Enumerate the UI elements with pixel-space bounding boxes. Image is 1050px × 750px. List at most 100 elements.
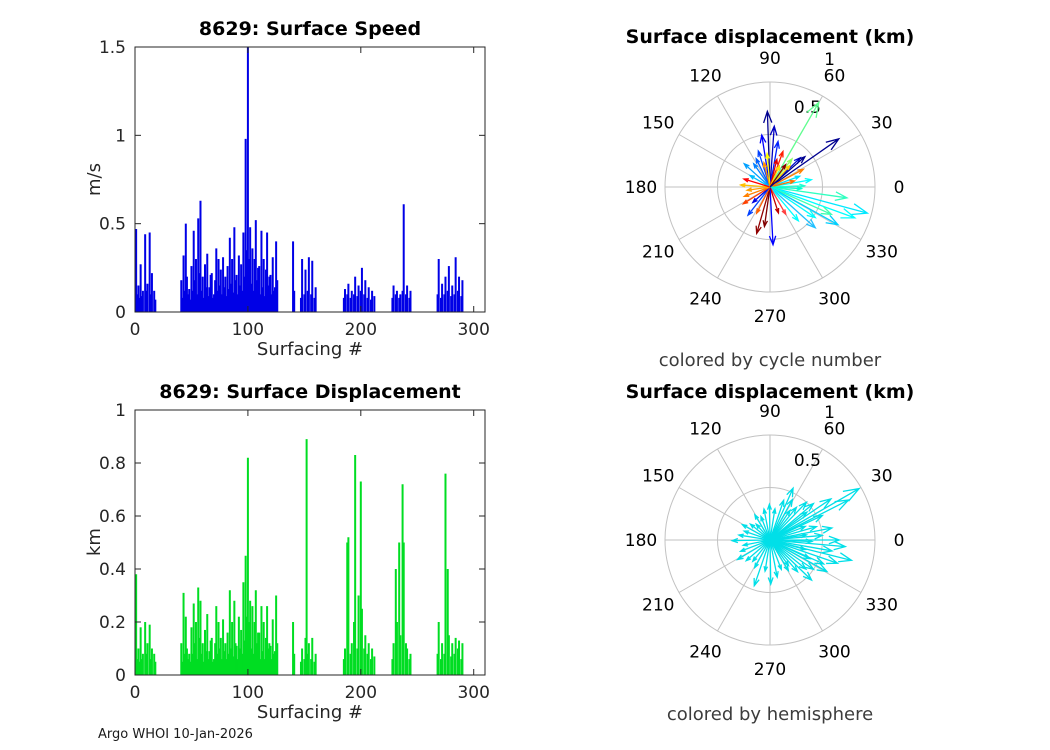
angle-tick-label: 90 xyxy=(759,402,781,422)
displacement-arrow xyxy=(755,186,771,236)
displacement-arrow xyxy=(769,164,781,188)
figure-footer: Argo WHOI 10-Jan-2026 xyxy=(98,727,253,742)
displacement-arrow xyxy=(741,539,771,547)
displacement-arrow xyxy=(741,186,771,205)
y-tick-label: 0.2 xyxy=(99,613,126,633)
displacement-arrow xyxy=(751,186,771,204)
displacement-arrow xyxy=(735,539,771,561)
angle-tick-label: 240 xyxy=(689,290,721,310)
displacement-arrow xyxy=(769,539,840,565)
displacement-arrow xyxy=(738,539,771,552)
angle-tick-label: 210 xyxy=(642,596,674,616)
displacement-arrow xyxy=(769,539,779,579)
displacement-arrow xyxy=(738,182,771,188)
displacement-arrow xyxy=(746,186,771,217)
angle-tick-label: 120 xyxy=(689,66,721,86)
displacement-arrow xyxy=(751,539,771,563)
displacement-arrow xyxy=(768,186,777,247)
r-tick-label: 0.5 xyxy=(794,451,821,471)
displacement-arrow xyxy=(769,186,849,202)
displacement-arrow xyxy=(753,513,771,541)
angle-tick-label: 270 xyxy=(754,660,786,680)
displacement-arrow xyxy=(769,179,797,188)
displacement-arrow xyxy=(769,168,806,188)
displacement-arrow xyxy=(769,539,834,554)
axes-box xyxy=(134,46,486,313)
displacement-arrow xyxy=(769,157,779,188)
r-tick-label: 0.5 xyxy=(794,98,821,118)
x-tick-label: 0 xyxy=(130,320,141,340)
displacement-arrow xyxy=(769,186,800,223)
polar-cycle-plot: 0 30 60 90 120 150 180 210 240 270 300 330 0.5 1 xyxy=(625,49,905,327)
polar-hemisphere-title: Surface displacement (km) xyxy=(625,381,915,403)
displacement-arrow xyxy=(762,507,771,541)
displacement-arrow xyxy=(769,514,825,541)
polar-hemisphere-plot: 0 30 60 90 120 150 180 210 240 270 300 330 0.5 1 xyxy=(625,402,905,680)
displacement-arrow xyxy=(769,186,840,226)
displacement-arrow xyxy=(760,514,771,541)
displacement-arrow xyxy=(753,539,771,588)
angle-tick-label: 180 xyxy=(625,531,657,551)
displacement-arrow xyxy=(763,109,773,188)
angle-tick-label: 300 xyxy=(818,643,850,663)
displacement-arrow xyxy=(769,155,807,188)
angle-tick-label: 180 xyxy=(625,178,657,198)
displacement-arrow xyxy=(752,162,771,188)
angle-gridline xyxy=(717,95,771,188)
angle-tick-label: 30 xyxy=(871,467,893,487)
displacement-arrow xyxy=(769,186,857,219)
displacement-arrow xyxy=(742,178,771,188)
displacement-arrow xyxy=(769,539,829,573)
polar-hemisphere-caption: colored by hemisphere xyxy=(666,704,874,725)
displacement-arrow xyxy=(769,511,809,541)
displacement-arrow xyxy=(769,137,841,188)
displacement-arrow xyxy=(762,160,771,188)
surface-displacement-xlabel: Surfacing # xyxy=(256,702,364,723)
angle-tick-label: 150 xyxy=(642,467,674,487)
surface-speed-xlabel: Surfacing # xyxy=(256,339,364,360)
displacement-arrow xyxy=(769,186,804,191)
displacement-arrow xyxy=(769,186,817,219)
angle-tick-label: 210 xyxy=(642,243,674,263)
displacement-arrow xyxy=(742,162,771,188)
displacement-arrow xyxy=(769,539,813,582)
displacement-arrow xyxy=(769,186,787,216)
displacement-arrow xyxy=(769,486,794,541)
displacement-arrow xyxy=(769,186,834,216)
displacement-arrow xyxy=(769,500,808,541)
y-tick-label: 0 xyxy=(115,666,126,686)
r-tick-label: 1 xyxy=(824,50,835,70)
y-tick-label: 1 xyxy=(115,126,126,146)
angle-tick-label: 240 xyxy=(689,643,721,663)
displacement-arrow xyxy=(769,539,812,560)
displacement-arrow xyxy=(769,539,808,551)
surface-displacement-title: 8629: Surface Displacement xyxy=(159,381,461,403)
displacement-arrow xyxy=(740,523,771,541)
displacement-arrow xyxy=(769,539,808,571)
surface-speed-plot: 0 100 200 300 0 0.5 1 1.5 xyxy=(99,38,490,340)
y-tick-label: 1 xyxy=(115,401,126,421)
displacement-arrow xyxy=(769,186,780,215)
surface-displacement-plot: 0 100 200 300 0 0.2 0.4 0.6 0.8 1 xyxy=(99,401,490,703)
angle-tick-label: 150 xyxy=(642,114,674,134)
displacement-arrow xyxy=(769,539,782,572)
displacement-arrow xyxy=(769,539,816,571)
displacement-arrow xyxy=(748,522,771,541)
displacement-arrow xyxy=(744,539,771,562)
displacement-arrow xyxy=(769,487,861,541)
polar-cycle-caption: colored by cycle number xyxy=(658,350,882,371)
displacement-arrow xyxy=(765,151,771,188)
displacement-arrow xyxy=(769,163,787,188)
y-tick-label: 0.4 xyxy=(99,560,126,580)
displacement-arrow xyxy=(762,186,771,229)
polar-cycle-title: Surface displacement (km) xyxy=(625,26,915,48)
surface-speed-title: 8629: Surface Speed xyxy=(198,18,422,40)
displacement-arrow xyxy=(755,156,771,188)
displacement-arrow xyxy=(753,539,771,570)
displacement-arrow xyxy=(742,530,771,541)
displacement-arrow xyxy=(769,507,777,541)
x-tick-label: 300 xyxy=(457,320,489,340)
angle-tick-label: 90 xyxy=(759,49,781,69)
angle-tick-label: 0 xyxy=(894,178,905,198)
